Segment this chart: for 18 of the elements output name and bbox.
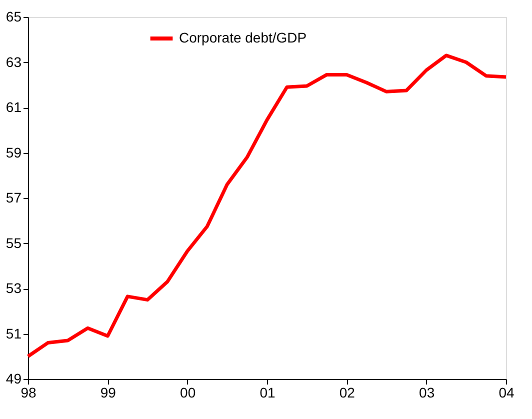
x-tick-label: 98 <box>20 384 36 400</box>
x-tick-label: 01 <box>260 384 276 400</box>
line-series <box>26 54 508 358</box>
y-tick-label: 59 <box>6 144 22 160</box>
y-tick-label: 61 <box>6 99 22 115</box>
x-tick-label: 99 <box>100 384 116 400</box>
y-tick-label: 57 <box>6 190 22 206</box>
y-tick-label: 65 <box>6 8 22 24</box>
y-tick-label: 49 <box>6 370 22 386</box>
y-tick-label: 53 <box>6 280 22 296</box>
x-tick-label: 04 <box>498 384 514 400</box>
legend-label: Corporate debt/GDP <box>179 30 307 46</box>
x-tick-label: 02 <box>339 384 356 400</box>
x-tick-label: 00 <box>180 384 196 400</box>
y-tick-label: 63 <box>6 54 22 70</box>
y-tick-label: 51 <box>6 325 22 342</box>
y-tick-label: 55 <box>6 234 22 251</box>
x-tick-label: 03 <box>419 384 435 400</box>
